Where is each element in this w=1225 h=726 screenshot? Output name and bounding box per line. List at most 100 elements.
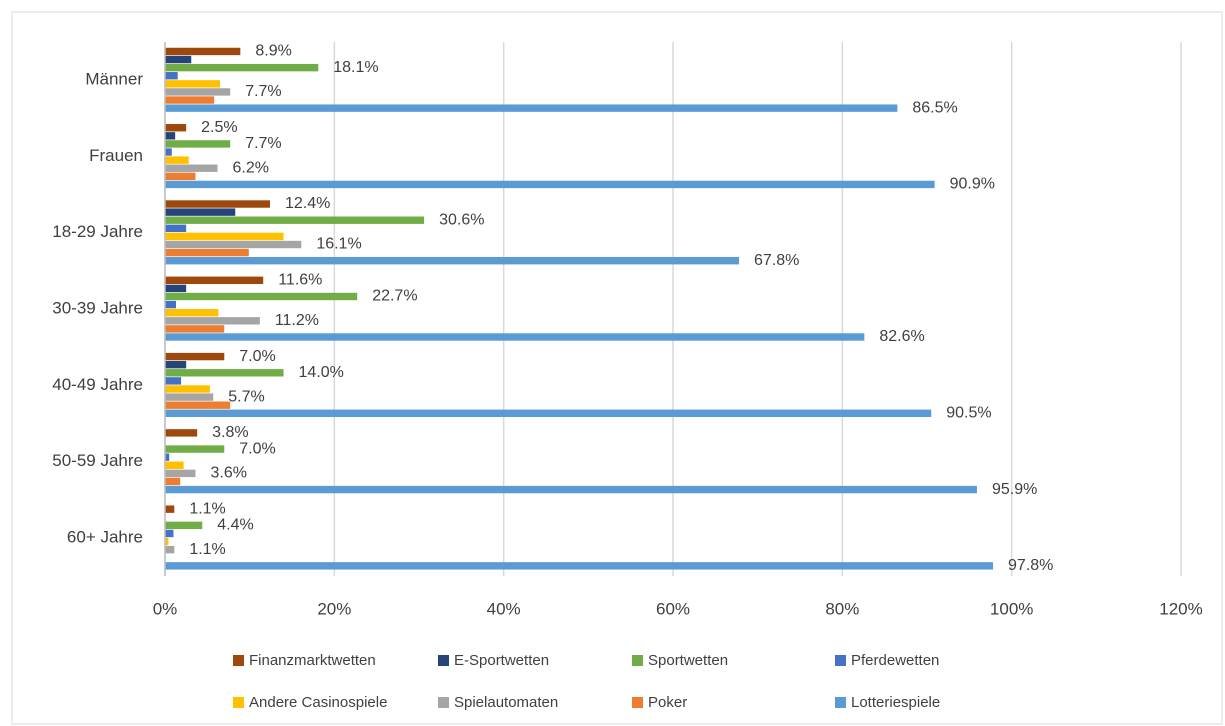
data-label: 11.6%: [278, 272, 322, 289]
bar: [165, 248, 249, 257]
data-label: 30.6%: [439, 211, 484, 228]
legend-label: Poker: [648, 694, 687, 711]
legend-label: Spielautomaten: [454, 694, 558, 711]
data-label: 3.8%: [212, 424, 248, 441]
bar: [165, 537, 169, 546]
data-label: 1.1%: [189, 541, 225, 558]
bar: [165, 469, 196, 478]
bar: [165, 360, 187, 369]
bar: [165, 352, 225, 361]
bar: [165, 485, 977, 494]
bar: [165, 104, 898, 112]
bar: [165, 63, 319, 72]
data-label: 7.7%: [245, 135, 281, 152]
legend-label: Andere Casinospiele: [249, 694, 387, 711]
bar: [165, 369, 284, 377]
legend-swatch: [835, 655, 846, 666]
legend-swatch: [438, 655, 449, 666]
bar: [165, 172, 196, 181]
bar: [165, 521, 203, 530]
data-label: 5.7%: [228, 388, 264, 405]
bar: [165, 200, 270, 208]
bar: [165, 55, 192, 64]
legend-swatch: [233, 655, 244, 666]
bar: [165, 453, 170, 461]
bar: [165, 477, 181, 486]
bar: [165, 140, 231, 148]
bar: [165, 292, 358, 301]
legend-label: Sportwetten: [648, 652, 728, 669]
bar: [165, 317, 260, 325]
x-tick-label: 100%: [990, 599, 1033, 618]
data-label: 82.6%: [879, 328, 924, 345]
bar: [165, 240, 302, 249]
legend-label: Pferdewetten: [851, 652, 939, 669]
bar: [165, 284, 187, 293]
bar: [165, 333, 865, 341]
data-label: 12.4%: [285, 195, 330, 212]
bar: [165, 505, 175, 513]
bar: [165, 180, 935, 189]
bar: [165, 529, 174, 538]
bar: [165, 445, 225, 453]
legend-label: E-Sportwetten: [454, 652, 549, 669]
legend-swatch: [632, 697, 643, 708]
legend-swatch: [835, 697, 846, 708]
data-label: 67.8%: [754, 252, 799, 269]
bar: [165, 385, 210, 393]
bar: [165, 562, 994, 570]
bar: [165, 216, 425, 224]
x-tick-label: 80%: [825, 599, 859, 618]
data-label: 3.6%: [210, 465, 246, 482]
bar: [165, 124, 187, 132]
y-tick-label: 50-59 Jahre: [52, 451, 143, 470]
data-label: 97.8%: [1008, 557, 1053, 574]
legend-label: Finanzmarktwetten: [249, 652, 376, 669]
bar: [165, 325, 225, 333]
bar: [165, 164, 218, 172]
bar: [165, 393, 214, 401]
bar: [165, 156, 189, 164]
y-tick-label: 40-49 Jahre: [52, 375, 143, 394]
x-tick-label: 60%: [656, 599, 690, 618]
data-label: 16.1%: [316, 236, 361, 253]
legend-swatch: [438, 697, 449, 708]
x-tick-label: 40%: [487, 599, 521, 618]
data-label: 95.9%: [992, 481, 1037, 498]
bar: [165, 276, 264, 284]
bar: [165, 224, 187, 233]
bar: [165, 132, 176, 140]
data-label: 1.1%: [189, 500, 225, 517]
bar: [165, 377, 182, 385]
bar: [165, 461, 184, 469]
data-label: 90.5%: [946, 405, 991, 422]
y-tick-label: 60+ Jahre: [67, 527, 143, 546]
chart-frame: [11, 11, 1223, 725]
bar: [165, 80, 221, 88]
bar: [165, 96, 215, 104]
x-tick-label: 120%: [1159, 599, 1202, 618]
data-label: 14.0%: [299, 364, 344, 381]
data-label: 86.5%: [912, 99, 957, 116]
data-label: 11.2%: [275, 312, 319, 329]
y-tick-label: Frauen: [89, 146, 143, 165]
x-tick-label: 20%: [317, 599, 351, 618]
data-label: 90.9%: [950, 176, 995, 193]
x-tick-label: 0%: [153, 599, 178, 618]
legend-label: Lotteriespiele: [851, 694, 940, 711]
bar: [165, 208, 236, 216]
bar: [165, 88, 231, 96]
data-label: 8.9%: [255, 43, 291, 60]
data-label: 4.4%: [217, 517, 253, 534]
y-tick-label: 18-29 Jahre: [52, 222, 143, 241]
bar: [165, 232, 284, 241]
bar: [165, 545, 175, 554]
bar: [165, 300, 177, 309]
bar: [165, 409, 932, 417]
data-label: 2.5%: [201, 119, 237, 136]
data-label: 22.7%: [372, 288, 417, 305]
bar: [165, 401, 231, 409]
bar: [165, 72, 178, 80]
